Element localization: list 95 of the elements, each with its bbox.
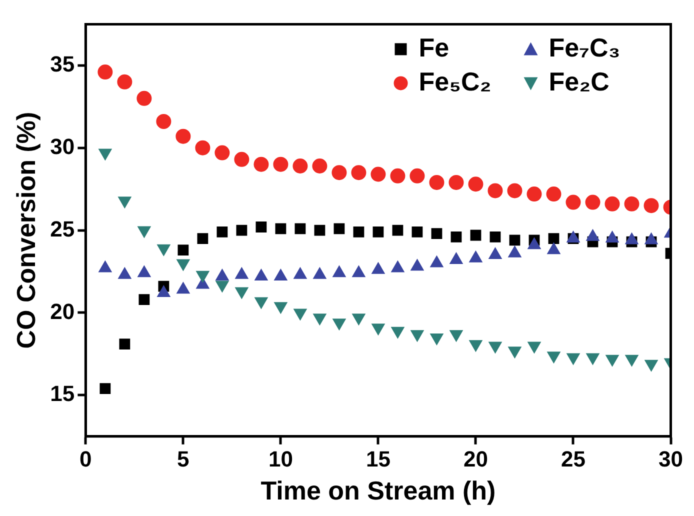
y-tick-label: 15 (50, 381, 75, 406)
point (334, 223, 345, 234)
point (352, 314, 366, 326)
point (216, 226, 228, 238)
point (585, 194, 600, 210)
point (275, 223, 286, 234)
point (625, 354, 638, 366)
y-axis-title: CO Conversion (%) (10, 112, 41, 349)
point (370, 166, 386, 182)
point (448, 174, 464, 190)
y-tick-label: 30 (50, 134, 75, 159)
point (136, 90, 152, 106)
point (195, 140, 210, 156)
point (254, 156, 269, 172)
point (508, 346, 522, 358)
point (157, 244, 170, 256)
point (410, 330, 424, 342)
point (216, 280, 229, 292)
point (236, 224, 248, 236)
point (470, 230, 482, 241)
legend-label: Fe (418, 32, 450, 62)
point (292, 158, 308, 174)
point (196, 270, 210, 282)
point (566, 353, 580, 365)
point (98, 64, 113, 80)
point (469, 340, 482, 352)
y-tick-label: 20 (50, 298, 75, 324)
point (392, 224, 404, 236)
y-tick-label: 35 (50, 51, 75, 76)
x-tick-label: 20 (463, 446, 488, 472)
point (488, 183, 503, 198)
point (351, 165, 366, 180)
point (410, 168, 425, 184)
point (431, 228, 442, 240)
point (256, 222, 267, 232)
point (176, 128, 191, 144)
point (314, 224, 326, 236)
point (332, 165, 347, 180)
point (490, 231, 501, 242)
point (178, 244, 189, 256)
point (546, 186, 562, 202)
y-tick-label: 25 (50, 216, 75, 242)
point (235, 287, 248, 299)
point (312, 158, 328, 174)
point (644, 198, 659, 214)
point (156, 114, 172, 129)
point (119, 338, 130, 350)
point (372, 226, 384, 238)
point (234, 152, 250, 167)
x-tick-label: 0 (80, 446, 92, 472)
point (547, 352, 560, 364)
point (214, 145, 230, 160)
point (429, 174, 444, 190)
point (507, 183, 522, 198)
x-axis-title: Time on Stream (h) (260, 476, 496, 506)
point (430, 333, 444, 345)
x-tick-label: 30 (658, 446, 684, 472)
point (412, 226, 423, 238)
point (391, 326, 404, 338)
point (548, 233, 560, 244)
x-tick-label: 10 (268, 446, 293, 472)
point (372, 324, 385, 336)
legend-label: Fe₂C (548, 66, 610, 96)
point (644, 360, 658, 372)
point (606, 354, 619, 366)
point (138, 226, 151, 238)
point (528, 342, 541, 354)
point (566, 194, 581, 210)
point (138, 294, 150, 305)
point (526, 186, 542, 202)
point (624, 196, 640, 212)
point (586, 353, 600, 365)
point (117, 74, 132, 90)
point (176, 259, 190, 271)
x-tick-label: 5 (177, 446, 190, 472)
point (294, 308, 307, 320)
legend-label: Fe₅C₂ (418, 66, 492, 96)
point (604, 196, 620, 212)
point (274, 302, 288, 314)
point (488, 342, 502, 354)
x-tick-label: 15 (366, 446, 390, 472)
point (450, 231, 462, 242)
point (273, 156, 288, 172)
point (390, 168, 406, 184)
point (313, 314, 326, 326)
point (450, 330, 463, 342)
point (509, 234, 520, 246)
point (294, 223, 306, 234)
point (332, 318, 346, 330)
point (197, 233, 208, 244)
legend-label: Fe₇C₃ (548, 32, 620, 62)
x-tick-label: 25 (561, 446, 586, 472)
point (353, 226, 364, 238)
point (254, 297, 268, 309)
point (468, 176, 484, 192)
